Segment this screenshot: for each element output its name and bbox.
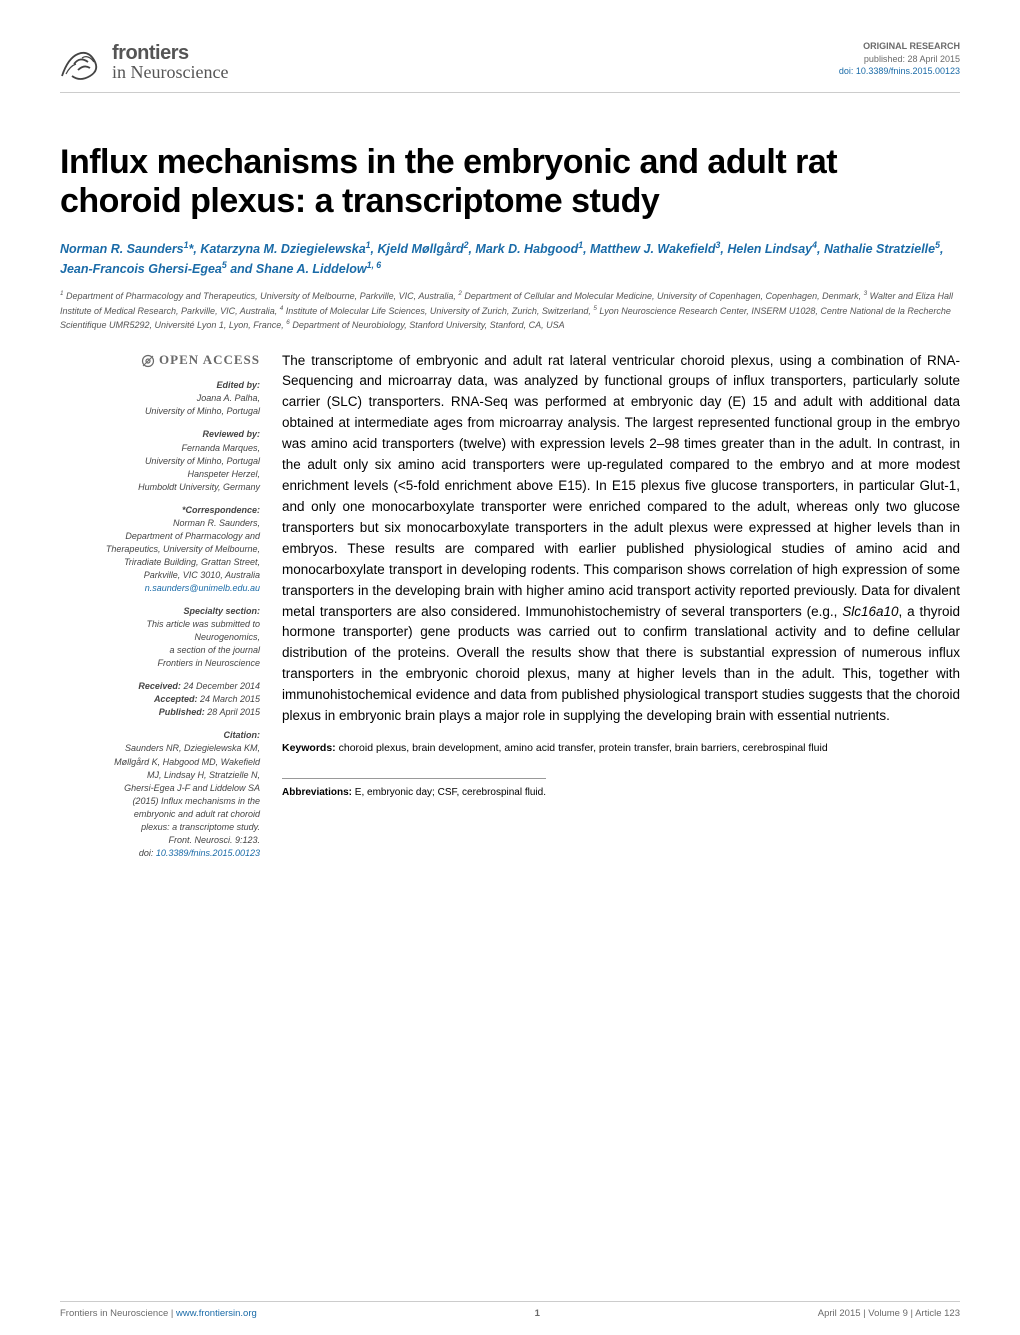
keywords-line: Keywords: choroid plexus, brain developm… bbox=[282, 741, 960, 756]
header-meta: ORIGINAL RESEARCH published: 28 April 20… bbox=[839, 40, 960, 78]
received-value: 24 December 2014 bbox=[181, 681, 260, 691]
abbreviations-line: Abbreviations: E, embryonic day; CSF, ce… bbox=[282, 778, 546, 801]
body-columns: OPEN ACCESS Edited by: Joana A. Palha,Un… bbox=[60, 351, 960, 870]
logo-text: frontiers in Neuroscience bbox=[112, 43, 228, 81]
open-access-heading: OPEN ACCESS bbox=[60, 351, 260, 370]
citation-value: Saunders NR, Dziegielewska KM,Møllgård K… bbox=[114, 743, 260, 857]
reviewed-by-label: Reviewed by: bbox=[60, 428, 260, 441]
received-label: Received: bbox=[138, 681, 181, 691]
footer-link[interactable]: www.frontiersin.org bbox=[176, 1308, 257, 1319]
abbrev-label: Abbreviations: bbox=[282, 787, 352, 798]
open-access-icon bbox=[141, 354, 155, 368]
correspondence-section: *Correspondence: Norman R. Saunders,Depa… bbox=[60, 504, 260, 595]
doi-link[interactable]: doi: 10.3389/fnins.2015.00123 bbox=[839, 66, 960, 76]
footer-left: Frontiers in Neuroscience | www.frontier… bbox=[60, 1308, 257, 1319]
affiliations: 1 Department of Pharmacology and Therape… bbox=[60, 289, 960, 333]
abstract-column: The transcriptome of embryonic and adult… bbox=[282, 351, 960, 870]
dates-section: Received: 24 December 2014 Accepted: 24 … bbox=[60, 680, 260, 719]
reviewed-by-value: Fernanda Marques,University of Minho, Po… bbox=[138, 443, 260, 492]
specialty-value: This article was submitted toNeurogenomi… bbox=[146, 619, 260, 668]
abstract-text: The transcriptome of embryonic and adult… bbox=[282, 351, 960, 728]
footer-page: 1 bbox=[535, 1308, 540, 1319]
specialty-label: Specialty section: bbox=[60, 605, 260, 618]
correspondence-value: Norman R. Saunders,Department of Pharmac… bbox=[106, 518, 260, 580]
footer-left-prefix: Frontiers in Neuroscience | bbox=[60, 1308, 176, 1319]
logo-top: frontiers bbox=[112, 43, 228, 63]
edited-by-label: Edited by: bbox=[60, 379, 260, 392]
keywords-label: Keywords: bbox=[282, 742, 336, 754]
frontiers-logo-icon bbox=[60, 40, 104, 84]
published-value: 28 April 2015 bbox=[205, 707, 260, 717]
author-list: Norman R. Saunders1*, Katarzyna M. Dzieg… bbox=[60, 239, 960, 279]
edited-by-section: Edited by: Joana A. Palha,University of … bbox=[60, 379, 260, 418]
open-access-label: OPEN ACCESS bbox=[159, 352, 260, 367]
published-date: published: 28 April 2015 bbox=[864, 54, 960, 64]
article-title: Influx mechanisms in the embryonic and a… bbox=[60, 143, 960, 221]
keywords-value: choroid plexus, brain development, amino… bbox=[336, 742, 828, 754]
journal-logo: frontiers in Neuroscience bbox=[60, 40, 228, 84]
citation-doi-link[interactable]: 10.3389/fnins.2015.00123 bbox=[156, 848, 260, 858]
edited-by-value: Joana A. Palha,University of Minho, Port… bbox=[145, 393, 260, 416]
citation-label: Citation: bbox=[60, 729, 260, 742]
abbrev-value: E, embryonic day; CSF, cerebrospinal flu… bbox=[352, 787, 546, 798]
footer-right: April 2015 | Volume 9 | Article 123 bbox=[818, 1308, 960, 1319]
page-footer: Frontiers in Neuroscience | www.frontier… bbox=[60, 1301, 960, 1319]
accepted-value: 24 March 2015 bbox=[197, 694, 260, 704]
page-header: frontiers in Neuroscience ORIGINAL RESEA… bbox=[60, 40, 960, 93]
published-label: Published: bbox=[159, 707, 205, 717]
specialty-section: Specialty section: This article was subm… bbox=[60, 605, 260, 670]
logo-bottom: in Neuroscience bbox=[112, 63, 228, 81]
article-sidebar: OPEN ACCESS Edited by: Joana A. Palha,Un… bbox=[60, 351, 260, 870]
page-number: 1 bbox=[535, 1308, 540, 1319]
reviewed-by-section: Reviewed by: Fernanda Marques,University… bbox=[60, 428, 260, 493]
correspondence-email[interactable]: n.saunders@unimelb.edu.au bbox=[145, 583, 260, 593]
citation-section: Citation: Saunders NR, Dziegielewska KM,… bbox=[60, 729, 260, 859]
accepted-label: Accepted: bbox=[154, 694, 198, 704]
correspondence-label: *Correspondence: bbox=[60, 504, 260, 517]
article-type: ORIGINAL RESEARCH bbox=[863, 41, 960, 51]
